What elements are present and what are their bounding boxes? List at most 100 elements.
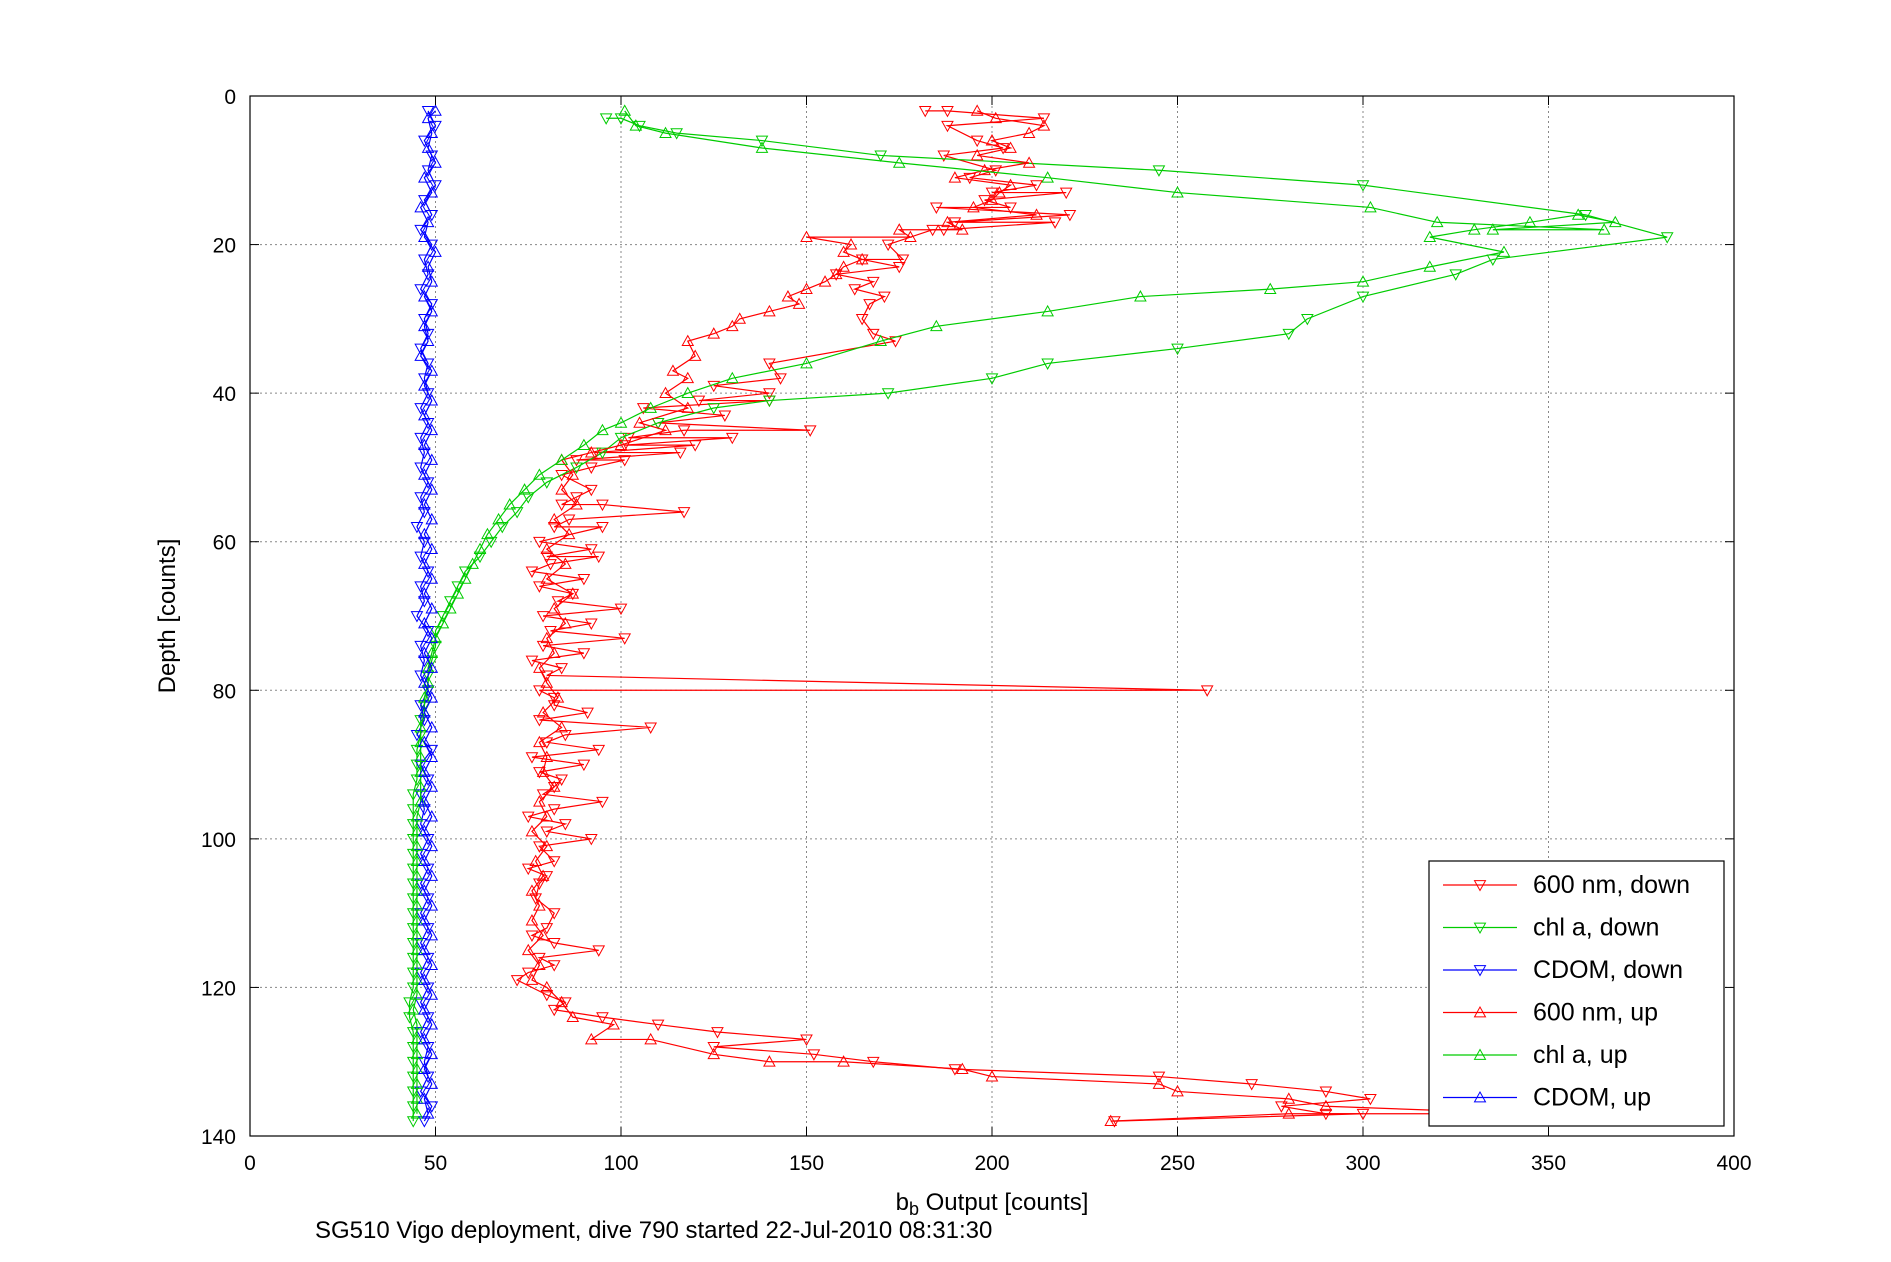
- data-point: [406, 937, 420, 950]
- data-point: [406, 982, 420, 994]
- data-point: [414, 750, 428, 763]
- data-point: [677, 507, 691, 519]
- data-point: [521, 863, 535, 876]
- data-point: [536, 928, 550, 941]
- data-point: [410, 958, 424, 971]
- data-point: [533, 767, 546, 779]
- data-point: [837, 260, 850, 272]
- data-point: [406, 1027, 420, 1039]
- data-point: [540, 750, 554, 763]
- y-tick-label: 0: [224, 86, 236, 109]
- data-point: [670, 128, 683, 140]
- data-point: [533, 661, 546, 673]
- data-point: [533, 952, 546, 965]
- data-point: [904, 230, 917, 243]
- data-point: [525, 752, 539, 764]
- data-point: [425, 869, 439, 881]
- data-point: [644, 401, 658, 413]
- data-point: [410, 928, 424, 941]
- data-point: [429, 245, 442, 257]
- data-point: [421, 1012, 435, 1024]
- data-point: [418, 498, 431, 510]
- data-point: [533, 685, 546, 697]
- data-point: [425, 239, 439, 252]
- data-point: [425, 780, 439, 792]
- data-point: [410, 774, 424, 786]
- data-point: [418, 655, 431, 668]
- data-point: [418, 313, 431, 326]
- data-point: [425, 209, 439, 222]
- data-point: [458, 566, 472, 578]
- data-point: [425, 810, 439, 822]
- data-point: [948, 1064, 962, 1076]
- data-point: [1282, 1092, 1296, 1104]
- x-axis-label: bb Output [counts]: [896, 1189, 1089, 1219]
- data-point: [410, 810, 424, 822]
- data-point: [1048, 217, 1062, 229]
- legend-entry: 600 nm, up: [1443, 999, 1658, 1027]
- data-point: [406, 952, 420, 965]
- data-point: [406, 1071, 420, 1084]
- data-point: [425, 364, 439, 376]
- data-point: [418, 195, 431, 207]
- data-point: [555, 453, 568, 465]
- data-point: [406, 923, 420, 935]
- data-point: [1319, 1099, 1333, 1112]
- data-point: [866, 328, 880, 341]
- data-point: [607, 1018, 620, 1030]
- data-point: [547, 646, 561, 659]
- data-point: [547, 521, 561, 534]
- data-point: [429, 120, 442, 133]
- data-point: [892, 261, 906, 274]
- data-point: [410, 1018, 424, 1030]
- data-point: [521, 811, 535, 824]
- data-point: [414, 670, 428, 682]
- data-point: [1597, 223, 1611, 235]
- data-point: [707, 327, 721, 339]
- data-point: [414, 224, 428, 237]
- ticks: 0 50 100 150 200 250 300 350 400 0 20 40 60 80 100 120 1…: [201, 86, 1752, 1175]
- data-point: [421, 893, 435, 905]
- data-point: [577, 759, 591, 772]
- data-point: [414, 349, 428, 361]
- data-point: [596, 1012, 609, 1024]
- data-point: [1608, 215, 1622, 228]
- x-tick-label: 0: [244, 1152, 256, 1175]
- data-point: [425, 655, 439, 668]
- data-point: [1104, 1114, 1118, 1127]
- data-point: [529, 893, 543, 905]
- data-point: [555, 483, 568, 495]
- data-point: [892, 156, 906, 168]
- data-point: [989, 111, 1003, 124]
- data-point: [403, 997, 416, 1009]
- data-point: [421, 358, 435, 370]
- data-point: [425, 512, 439, 525]
- data-point: [547, 602, 561, 614]
- x-tick-label: 100: [603, 1152, 638, 1175]
- y-tick-label: 100: [201, 829, 236, 852]
- data-point: [421, 1107, 435, 1119]
- data-point: [410, 899, 424, 911]
- data-point: [425, 453, 439, 465]
- data-point: [418, 973, 431, 985]
- data-point: [410, 1032, 424, 1045]
- series-line: [527, 110, 1530, 1122]
- legend-marker: [1473, 880, 1487, 892]
- data-point: [755, 135, 769, 148]
- data-point: [967, 200, 980, 213]
- data-point: [418, 691, 431, 703]
- data-point: [525, 824, 539, 837]
- data-point: [540, 572, 554, 584]
- data-point: [881, 388, 895, 400]
- data-point: [414, 1086, 428, 1098]
- data-point: [681, 371, 695, 384]
- data-point: [937, 150, 951, 162]
- data-point: [1282, 1107, 1296, 1119]
- data-point: [547, 804, 561, 816]
- data-point: [596, 447, 609, 460]
- data-point: [540, 551, 554, 564]
- data-point: [774, 373, 787, 385]
- data-point: [963, 172, 977, 185]
- data-point: [1430, 215, 1444, 228]
- data-point: [800, 356, 813, 369]
